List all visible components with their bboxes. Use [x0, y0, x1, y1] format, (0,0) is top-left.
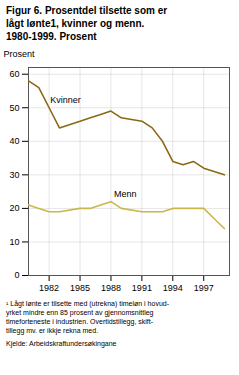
svg-text:1988: 1988 [101, 283, 121, 293]
svg-text:Kvinner: Kvinner [50, 95, 81, 105]
svg-text:Prosent: Prosent [4, 49, 36, 59]
svg-text:30: 30 [9, 170, 19, 180]
svg-text:40: 40 [9, 136, 19, 146]
svg-text:1994: 1994 [163, 283, 183, 293]
svg-text:1997: 1997 [194, 283, 214, 293]
svg-text:1985: 1985 [70, 283, 90, 293]
html-text:Figur 6. Prosentdel tilsette s: Figur 6. Prosentdel tilsette som er lågt… [6, 5, 168, 42]
svg-text:1982: 1982 [39, 283, 59, 293]
svg-text:60: 60 [9, 69, 19, 79]
html-text:Kjelde: Arbeidskraftundersøkin: Kjelde: Arbeidskraftundersøkingane [6, 340, 117, 347]
svg-text:10: 10 [9, 237, 19, 247]
svg-text:0: 0 [14, 270, 19, 280]
html-text:¹ Lågt lønte er tilsette med (: ¹ Lågt lønte er tilsette med (utrekna) t… [6, 300, 169, 334]
svg-text:20: 20 [9, 203, 19, 213]
svg-text:1991: 1991 [132, 283, 152, 293]
svg-text:Menn: Menn [114, 189, 137, 199]
svg-text:50: 50 [9, 103, 19, 113]
